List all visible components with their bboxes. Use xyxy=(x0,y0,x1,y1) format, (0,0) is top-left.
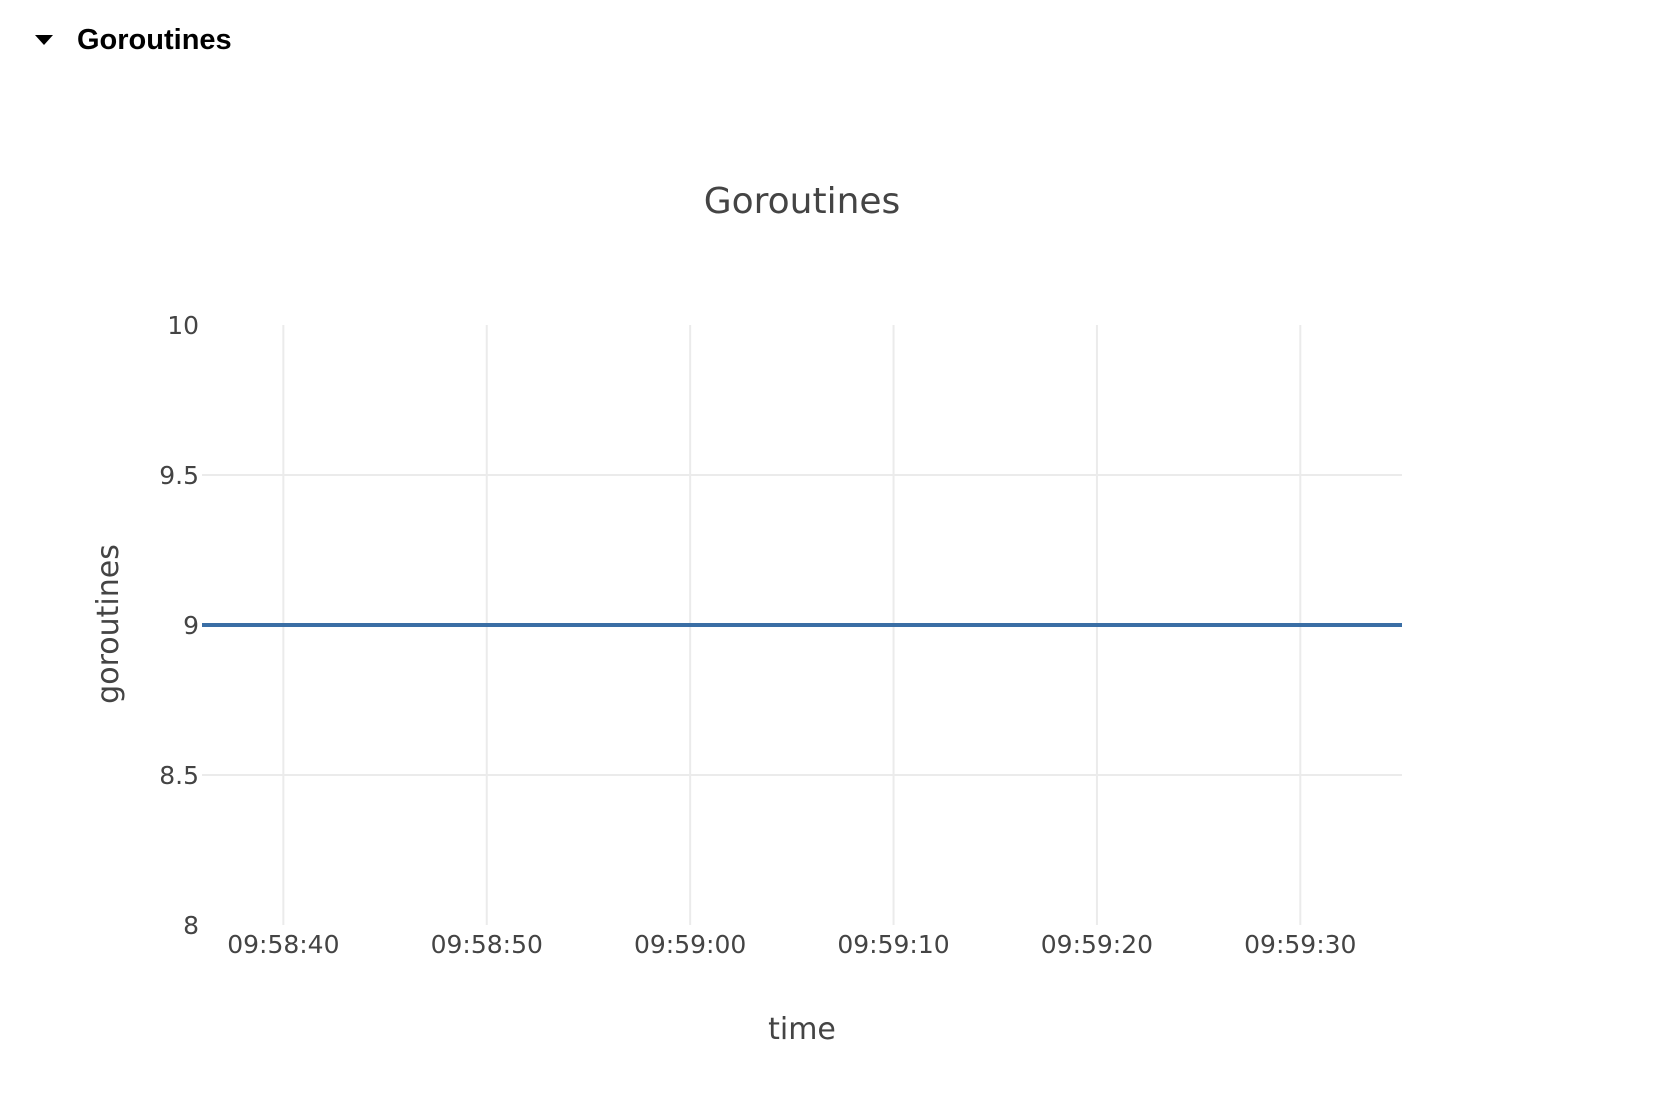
x-tick-label: 09:59:20 xyxy=(1041,930,1153,959)
x-tick-label: 09:59:10 xyxy=(837,930,949,959)
x-tick-label: 09:58:40 xyxy=(227,930,339,959)
y-tick-label: 10 xyxy=(167,311,199,340)
x-tick-label: 09:59:00 xyxy=(634,930,746,959)
y-axis-label: goroutines xyxy=(91,544,126,704)
chart-title: Goroutines xyxy=(704,181,901,222)
section-header-goroutines[interactable]: Goroutines xyxy=(30,18,232,62)
section-title: Goroutines xyxy=(77,23,232,56)
x-axis-label: time xyxy=(768,1012,836,1047)
caret-down-icon xyxy=(35,35,53,45)
y-tick-label: 8 xyxy=(183,911,199,940)
y-tick-label: 9 xyxy=(183,611,199,640)
x-tick-label: 09:59:30 xyxy=(1244,930,1356,959)
tick-layer: 10 9.5 9 8.5 8 09:58:40 09:58:50 09:59:00 09:59:… xyxy=(159,311,1356,959)
y-tick-label: 8.5 xyxy=(159,761,199,790)
y-tick-label: 9.5 xyxy=(159,461,199,490)
x-tick-label: 09:58:50 xyxy=(431,930,543,959)
